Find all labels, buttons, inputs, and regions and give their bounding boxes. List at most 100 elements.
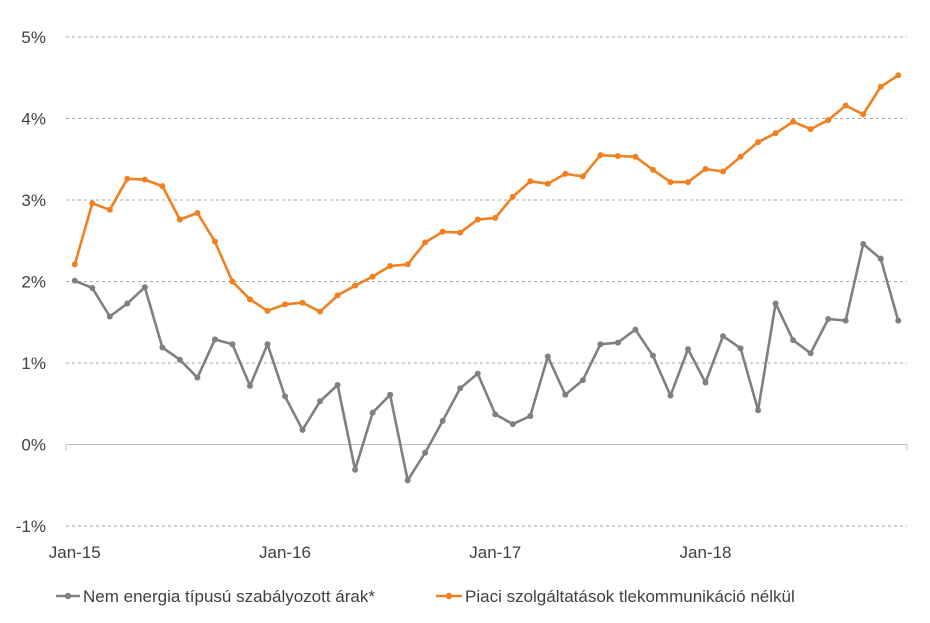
- data-point: [474, 370, 481, 377]
- data-point: [842, 102, 849, 109]
- x-tick-label: Jan-18: [680, 543, 732, 562]
- data-point: [159, 344, 166, 351]
- data-point: [317, 398, 324, 405]
- data-point: [492, 214, 499, 221]
- data-point: [877, 255, 884, 262]
- data-point: [387, 263, 394, 270]
- x-axis-tick-labels: Jan-15 Jan-16 Jan-17 Jan-18: [49, 543, 732, 562]
- data-point: [562, 391, 569, 398]
- gridlines: [66, 36, 907, 527]
- data-point: [194, 210, 201, 217]
- data-point: [790, 118, 797, 125]
- data-point: [702, 379, 709, 386]
- legend-label-1: Nem energia típusú szabályozott árak*: [83, 587, 375, 606]
- data-point: [246, 382, 253, 389]
- data-point: [159, 183, 166, 190]
- data-point: [790, 337, 797, 344]
- data-point: [632, 153, 639, 160]
- data-point: [317, 308, 324, 315]
- y-tick-label: 5%: [21, 28, 46, 47]
- data-point: [352, 466, 359, 473]
- legend-label-2: Piaci szolgáltatások tlekommunikáció nél…: [465, 587, 795, 606]
- x-tick-label: Jan-17: [469, 543, 521, 562]
- data-point: [369, 273, 376, 280]
- series-layer: [71, 72, 902, 484]
- y-tick-label: -1%: [16, 517, 46, 536]
- data-point: [106, 206, 113, 213]
- data-point: [387, 391, 394, 398]
- data-point: [807, 126, 814, 133]
- series-line-2: [73, 74, 900, 314]
- data-point: [842, 317, 849, 324]
- data-point: [527, 412, 534, 419]
- legend: Nem energia típusú szabályozott árak* Pi…: [56, 587, 795, 606]
- y-tick-label: 0%: [21, 436, 46, 455]
- series-2: [71, 72, 902, 315]
- data-point: [649, 166, 656, 173]
- series-1: [71, 241, 902, 484]
- data-point: [562, 170, 569, 177]
- legend-swatch-marker-2: [445, 592, 453, 600]
- legend-item-1: Nem energia típusú szabályozott árak*: [56, 587, 375, 606]
- data-point: [772, 300, 779, 307]
- data-point: [264, 307, 271, 314]
- data-point: [246, 296, 253, 303]
- data-point: [474, 216, 481, 223]
- series-line-1: [73, 242, 900, 482]
- data-point: [737, 153, 744, 160]
- data-point: [176, 216, 183, 223]
- data-point: [299, 426, 306, 433]
- data-point: [106, 313, 113, 320]
- data-point: [422, 449, 429, 456]
- y-tick-label: 4%: [21, 110, 46, 129]
- data-point: [211, 238, 218, 245]
- data-point: [422, 239, 429, 246]
- data-point: [667, 392, 674, 399]
- data-point: [299, 299, 306, 306]
- data-point: [860, 111, 867, 118]
- data-point: [71, 277, 78, 284]
- data-point: [825, 315, 832, 322]
- data-point: [737, 345, 744, 352]
- data-point: [667, 179, 674, 186]
- x-tick-label: Jan-16: [259, 543, 311, 562]
- x-tick-label: Jan-15: [49, 543, 101, 562]
- data-point: [509, 421, 516, 428]
- y-tick-label: 2%: [21, 273, 46, 292]
- data-point: [457, 385, 464, 392]
- y-tick-label: 1%: [21, 354, 46, 373]
- data-point: [334, 382, 341, 389]
- data-point: [684, 179, 691, 186]
- data-point: [755, 407, 762, 414]
- data-point: [439, 228, 446, 235]
- data-point: [702, 166, 709, 173]
- data-point: [492, 411, 499, 418]
- data-point: [632, 326, 639, 333]
- data-point: [334, 292, 341, 299]
- data-point: [544, 180, 551, 187]
- data-point: [264, 341, 271, 348]
- data-point: [597, 152, 604, 159]
- data-point: [404, 261, 411, 268]
- data-point: [720, 333, 727, 340]
- legend-swatch-marker-1: [64, 592, 72, 600]
- data-point: [457, 229, 464, 236]
- data-point: [352, 282, 359, 289]
- data-point: [404, 477, 411, 484]
- data-point: [807, 350, 814, 357]
- data-point: [614, 339, 621, 346]
- data-point: [825, 117, 832, 124]
- data-point: [509, 193, 516, 200]
- data-point: [229, 278, 236, 285]
- data-point: [860, 241, 867, 248]
- data-point: [71, 261, 78, 268]
- data-point: [877, 83, 884, 90]
- data-point: [544, 353, 551, 360]
- data-point: [439, 417, 446, 424]
- data-point: [579, 173, 586, 180]
- data-point: [194, 374, 201, 381]
- data-point: [124, 300, 131, 307]
- data-point: [684, 346, 691, 353]
- data-point: [229, 341, 236, 348]
